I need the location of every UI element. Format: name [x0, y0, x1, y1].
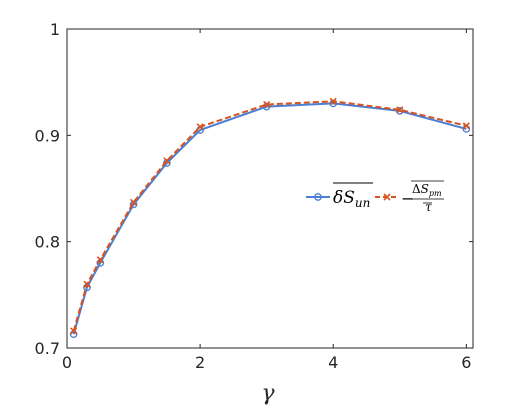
data-point	[396, 106, 404, 114]
y-tick-label: 0.8	[35, 233, 60, 252]
legend-entry-2: − ΔSpm τ	[375, 180, 444, 214]
y-tick-label: 1	[50, 20, 60, 39]
x-tick-label: 2	[195, 353, 205, 372]
data-point	[83, 280, 91, 288]
x-tick-label: 4	[328, 353, 338, 372]
legend-entry-1: δSun	[306, 182, 373, 210]
x-axis: 0 2 4 6	[62, 29, 471, 372]
y-tick-label: 0.7	[35, 339, 60, 358]
data-point	[163, 157, 171, 165]
y-tick-label: 0.9	[35, 126, 60, 145]
svg-text:−: −	[401, 189, 414, 208]
y-axis: 0.7 0.8 0.9 1	[35, 20, 473, 358]
plot-frame	[66, 28, 474, 349]
legend: δSun − ΔSpm τ	[306, 180, 444, 214]
data-point	[329, 97, 337, 105]
series-1	[69, 99, 471, 339]
x-axis-label: γ	[261, 381, 275, 406]
legend-label-2: ΔSpm	[412, 182, 442, 198]
plot-border	[66, 28, 474, 349]
series-2	[70, 97, 470, 335]
legend-label-1: δSun	[333, 188, 370, 210]
svg-text:τ: τ	[425, 200, 432, 214]
series-line	[72, 102, 467, 335]
data-point	[96, 256, 104, 264]
x-tick-label: 6	[461, 353, 471, 372]
series-layer	[69, 97, 471, 339]
data-point	[70, 327, 78, 335]
data-point	[196, 123, 204, 131]
x-tick-label: 0	[62, 353, 72, 372]
series-line	[72, 100, 467, 332]
data-point	[129, 198, 138, 206]
data-point	[462, 122, 470, 130]
data-point	[263, 100, 271, 109]
